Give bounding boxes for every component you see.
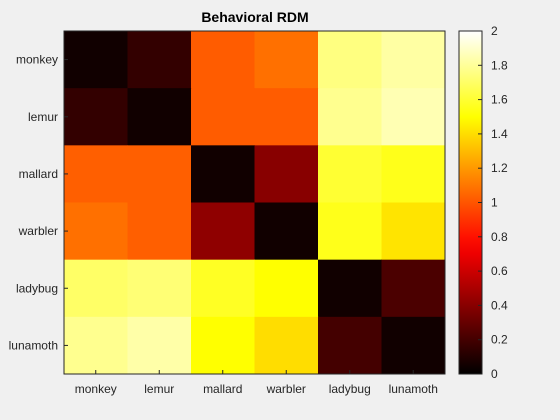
colorbar-tick-label: 0.2 — [491, 333, 508, 347]
heatmap-cell-lunamoth-mallard — [191, 316, 255, 375]
heatmap-cell-warbler-monkey — [64, 202, 128, 261]
colorbar-tick-label: 1.2 — [491, 161, 508, 175]
heatmap-cell-ladybug-lunamoth — [381, 259, 446, 318]
heatmap-cell-lunamoth-lunamoth — [381, 316, 446, 375]
heatmap-cell-lemur-warbler — [254, 88, 319, 146]
axes-frame — [63, 30, 446, 375]
y-axis: monkey lemur mallard warbler ladybug lunamoth — [9, 53, 68, 352]
heatmap-cell-lunamoth-warbler — [254, 316, 319, 375]
colorbar-axis: 0 0.2 0.4 0.6 0.8 1 1.2 1.4 1.6 1.8 2 — [478, 24, 508, 381]
heatmap-cell-monkey-lunamoth — [381, 31, 446, 89]
heatmap-cell-lunamoth-lemur — [127, 316, 192, 375]
heatmap-cell-lemur-ladybug — [318, 88, 382, 146]
heatmap-cell-lemur-monkey — [64, 88, 128, 146]
heatmap-cell-monkey-warbler — [254, 31, 319, 89]
heatmap-cell-lemur-mallard — [191, 88, 255, 146]
heatmap-cell-monkey-monkey — [64, 31, 128, 89]
heatmap-cell-warbler-ladybug — [318, 202, 382, 261]
heatmap-cell-monkey-ladybug — [318, 31, 382, 89]
x-tick-label: monkey — [75, 382, 117, 396]
colorbar-tick-label: 1.4 — [491, 127, 508, 141]
heatmap-cell-mallard-monkey — [64, 145, 128, 203]
heatmap-cell-mallard-lemur — [127, 145, 192, 203]
heatmap-cell-lemur-lemur — [127, 88, 192, 146]
colorbar-tick-label: 1 — [491, 196, 498, 210]
colorbar-tick-label: 0 — [491, 367, 498, 381]
y-tick-label: lemur — [28, 110, 58, 124]
heatmap-cell-warbler-warbler — [254, 202, 319, 261]
heatmap-cell-monkey-lemur — [127, 31, 192, 89]
heatmap-cell-monkey-mallard — [191, 31, 255, 89]
heatmap-cell-ladybug-warbler — [254, 259, 319, 318]
y-tick-label: monkey — [16, 53, 58, 67]
y-tick-label: mallard — [19, 167, 58, 181]
x-axis: monkey lemur mallard warbler ladybug lunamoth — [75, 370, 438, 396]
heatmap-cell-ladybug-monkey — [64, 259, 128, 318]
x-tick-label: lunamoth — [389, 382, 438, 396]
heatmap-cell-lemur-lunamoth — [381, 88, 446, 146]
chart-title: Behavioral RDM — [201, 9, 308, 25]
heatmap-cell-ladybug-ladybug — [318, 259, 382, 318]
heatmap-cell-mallard-ladybug — [318, 145, 382, 203]
y-tick-label: ladybug — [16, 281, 58, 295]
heatmap-cell-lunamoth-monkey — [64, 316, 128, 375]
x-tick-label: mallard — [203, 382, 242, 396]
heatmap-cell-mallard-mallard — [191, 145, 255, 203]
heatmap-cell-lunamoth-ladybug — [318, 316, 382, 375]
colorbar-tick-label: 0.8 — [491, 230, 508, 244]
x-tick-label: ladybug — [329, 382, 371, 396]
x-tick-label: lemur — [144, 382, 174, 396]
heatmap-cell-warbler-lunamoth — [381, 202, 446, 261]
colorbar-tick-label: 0.6 — [491, 264, 508, 278]
heatmap-cell-mallard-lunamoth — [381, 145, 446, 203]
heatmap-cell-mallard-warbler — [254, 145, 319, 203]
y-tick-label: lunamoth — [9, 338, 58, 352]
colorbar-tick-label: 1.8 — [491, 58, 508, 72]
heatmap-cell-warbler-lemur — [127, 202, 192, 261]
colorbar-tick-label: 0.4 — [491, 298, 508, 312]
heatmap-cells — [64, 31, 446, 375]
heatmap-cell-warbler-mallard — [191, 202, 255, 261]
y-tick-label: warbler — [18, 224, 58, 238]
heatmap-cell-ladybug-lemur — [127, 259, 192, 318]
colorbar-tick-label: 1.6 — [491, 93, 508, 107]
x-tick-label: warbler — [266, 382, 306, 396]
colorbar-tick-label: 2 — [491, 24, 498, 38]
heatmap-cell-ladybug-mallard — [191, 259, 255, 318]
